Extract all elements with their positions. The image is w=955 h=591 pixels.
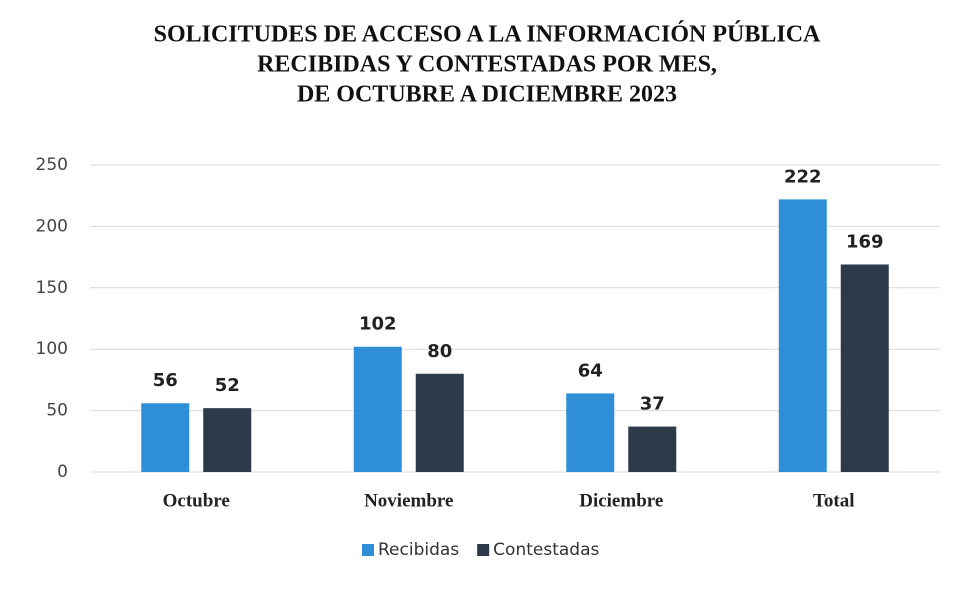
chart-title: SOLICITUDES DE ACCESO A LA INFORMACIÓN P…: [154, 21, 821, 48]
bar: [566, 393, 615, 472]
bar: [203, 408, 252, 472]
chart-title: RECIBIDAS Y CONTESTADAS POR MES,: [257, 52, 717, 78]
data-label: 80: [427, 341, 452, 362]
y-tick-label: 200: [36, 216, 68, 236]
x-tick-label: Diciembre: [579, 490, 663, 511]
y-tick-label: 150: [36, 278, 68, 298]
x-tick-label: Total: [813, 490, 855, 511]
data-label: 52: [215, 375, 240, 396]
y-tick-label: 50: [46, 401, 68, 421]
chart-title: DE OCTUBRE A DICIEMBRE 2023: [297, 82, 677, 108]
bar: [141, 403, 190, 472]
x-tick-label: Octubre: [163, 490, 230, 511]
bar: [778, 199, 827, 472]
bar: [840, 264, 889, 472]
data-label: 64: [578, 360, 603, 381]
data-label: 102: [359, 314, 397, 335]
data-label: 222: [784, 166, 822, 187]
y-tick-label: 100: [36, 339, 68, 359]
x-tick-label: Noviembre: [364, 490, 453, 511]
legend-swatch: [362, 544, 374, 556]
legend-label: Recibidas: [378, 540, 459, 560]
legend-label: Contestadas: [493, 540, 599, 560]
bar: [628, 426, 677, 472]
y-tick-label: 250: [36, 155, 68, 175]
data-label: 169: [846, 231, 884, 252]
bar: [353, 346, 402, 472]
bar: [415, 373, 464, 472]
data-label: 37: [640, 394, 665, 415]
y-tick-label: 0: [57, 462, 68, 482]
data-label: 56: [153, 370, 178, 391]
legend-swatch: [477, 544, 490, 556]
